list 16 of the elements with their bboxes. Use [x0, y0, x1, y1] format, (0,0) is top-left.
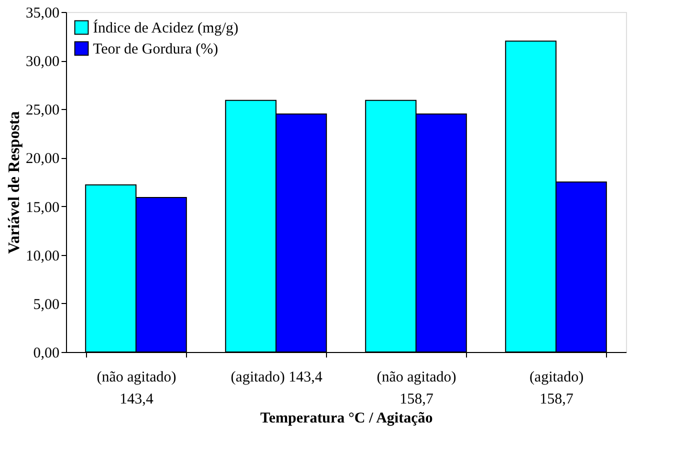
y-tick-label: 20,00 — [26, 151, 60, 168]
y-tick-label: 35,00 — [26, 6, 60, 22]
y-tick-label: 0,00 — [33, 346, 60, 362]
y-tick-label: 25,00 — [26, 102, 60, 119]
y-tick-label: 10,00 — [26, 248, 60, 264]
legend-label: Teor de Gordura (%) — [93, 42, 218, 58]
y-axis-title: Variável de Resposta — [6, 111, 23, 254]
y-tick-label: 15,00 — [26, 200, 60, 216]
y-tick-label: 30,00 — [26, 54, 60, 70]
y-tick-label: 5,00 — [33, 296, 60, 313]
x-tick-label: (não agitado) 143,4 — [96, 370, 176, 408]
legend-label: Índice de Acidez (mg/g) — [93, 20, 238, 36]
x-axis-title: Temperatura °C / Agitação — [260, 410, 433, 426]
x-tick-label: (não agitado) 158,7 — [376, 370, 456, 408]
x-tick-label: (agitado) 158,7 — [529, 370, 584, 408]
x-tick-label: (agitado) 143,4 — [230, 370, 323, 386]
